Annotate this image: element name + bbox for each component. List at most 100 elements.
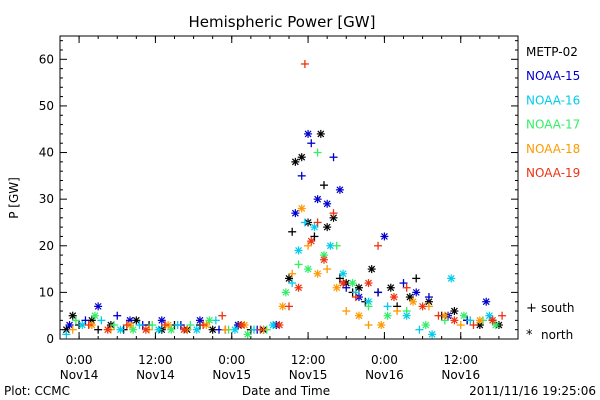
data-point-noaa-17-south xyxy=(332,241,341,250)
data-point-noaa-15-north xyxy=(335,185,344,194)
data-point-noaa-15-south xyxy=(374,288,383,297)
data-point-noaa-15-north xyxy=(291,209,300,218)
data-point-noaa-17-north xyxy=(383,311,392,320)
data-point-metp-02-south xyxy=(319,181,328,190)
data-point-metp-02-north xyxy=(354,283,363,292)
data-point-noaa-19-north xyxy=(418,302,427,311)
data-point-noaa-19-south xyxy=(351,293,360,302)
x-axis-ticks: 0:00Nov1412:00Nov140:00Nov1512:00Nov150:… xyxy=(59,36,519,382)
data-point-noaa-15-south xyxy=(81,316,90,325)
data-point-noaa-19-south xyxy=(160,321,169,330)
data-point-noaa-18-north xyxy=(475,316,484,325)
data-point-noaa-18-south xyxy=(342,307,351,316)
x-tick-label-time: 0:00 xyxy=(218,353,245,367)
data-points xyxy=(62,59,507,339)
data-point-noaa-16-south xyxy=(62,330,71,339)
legend-entry-noaa-15: NOAA-15 xyxy=(526,69,580,83)
data-point-metp-02-north xyxy=(386,283,395,292)
data-point-noaa-17-north xyxy=(459,311,468,320)
data-point-noaa-16-south xyxy=(383,302,392,311)
data-point-noaa-18-north xyxy=(377,321,386,330)
data-point-noaa-16-south xyxy=(173,321,182,330)
data-point-noaa-19-north xyxy=(103,325,112,334)
x-tick-label-time: 12:00 xyxy=(291,353,326,367)
marker-legend-symbol: * xyxy=(526,328,533,343)
data-point-noaa-19-north xyxy=(275,321,284,330)
data-point-noaa-17-north xyxy=(491,321,500,330)
data-point-noaa-19-north xyxy=(180,325,189,334)
data-point-metp-02-north xyxy=(450,307,459,316)
data-point-metp-02-north xyxy=(405,293,414,302)
legend-entry-metp-02: METP-02 xyxy=(526,45,578,59)
data-point-noaa-16-north xyxy=(485,311,494,320)
data-point-noaa-18-north xyxy=(313,269,322,278)
data-point-metp-02-south xyxy=(94,325,103,334)
data-point-noaa-15-north xyxy=(195,316,204,325)
y-tick-label: 20 xyxy=(39,239,54,253)
y-tick-label: 50 xyxy=(39,99,54,113)
data-point-noaa-16-south xyxy=(415,325,424,334)
plot-frame xyxy=(59,35,519,340)
data-point-metp-02-north xyxy=(291,157,300,166)
plot-credit: Plot: CCMC xyxy=(4,384,70,398)
data-point-noaa-19-south xyxy=(122,321,131,330)
data-point-noaa-15-south xyxy=(307,139,316,148)
data-point-noaa-15-south xyxy=(113,311,122,320)
y-tick-label: 40 xyxy=(39,146,54,160)
data-point-noaa-16-north xyxy=(154,325,163,334)
data-point-noaa-19-south xyxy=(374,241,383,250)
x-tick-label-date: Nov14 xyxy=(60,368,99,382)
data-point-noaa-15-south xyxy=(399,279,408,288)
data-point-noaa-16-south xyxy=(466,316,475,325)
y-axis-label: P [GW] xyxy=(7,177,21,219)
data-point-noaa-17-north xyxy=(348,279,357,288)
x-tick-label-time: 0:00 xyxy=(66,353,93,367)
marker-legend-label: south xyxy=(541,301,575,315)
data-point-noaa-15-north xyxy=(304,129,313,138)
x-tick-label-date: Nov15 xyxy=(212,368,251,382)
data-point-noaa-16-north xyxy=(428,330,437,339)
data-point-noaa-19-south xyxy=(329,209,338,218)
data-point-noaa-19-north xyxy=(389,293,398,302)
x-tick-label-date: Nov16 xyxy=(365,368,404,382)
x-tick-label-date: Nov14 xyxy=(136,368,175,382)
data-point-noaa-19-south xyxy=(218,311,227,320)
data-point-noaa-15-north xyxy=(313,195,322,204)
data-point-noaa-17-north xyxy=(243,330,252,339)
data-point-noaa-15-north xyxy=(94,302,103,311)
data-point-metp-02-north xyxy=(316,129,325,138)
data-point-noaa-17-south xyxy=(364,302,373,311)
data-point-noaa-18-north xyxy=(440,311,449,320)
data-point-noaa-19-north xyxy=(141,325,150,334)
data-point-noaa-16-north xyxy=(339,269,348,278)
x-tick-label-date: Nov16 xyxy=(441,368,480,382)
data-point-metp-02-north xyxy=(367,265,376,274)
data-point-noaa-19-north xyxy=(488,316,497,325)
data-point-noaa-18-north xyxy=(297,204,306,213)
marker-legend: + south * north xyxy=(526,301,575,343)
data-point-metp-02-north xyxy=(323,223,332,232)
data-point-noaa-19-south xyxy=(199,321,208,330)
data-point-noaa-16-south xyxy=(288,279,297,288)
plot-timestamp: 2011/11/16 19:25:06 xyxy=(469,384,596,398)
data-point-noaa-17-north xyxy=(90,311,99,320)
data-point-noaa-17-north xyxy=(421,321,430,330)
y-axis-ticks: 0 10 20 30 40 50 60 xyxy=(39,40,518,346)
data-point-noaa-17-north xyxy=(167,325,176,334)
data-point-noaa-18-south xyxy=(221,325,230,334)
data-point-noaa-16-north xyxy=(294,246,303,255)
data-point-noaa-18-north xyxy=(409,297,418,306)
x-tick-label-time: 12:00 xyxy=(138,353,173,367)
data-point-noaa-19-south xyxy=(84,321,93,330)
legend-entry-noaa-16: NOAA-16 xyxy=(526,93,580,107)
data-point-noaa-18-south xyxy=(456,321,465,330)
data-point-noaa-17-north xyxy=(304,265,313,274)
data-point-noaa-19-north xyxy=(339,279,348,288)
data-point-noaa-15-south xyxy=(424,293,433,302)
data-point-noaa-16-north xyxy=(310,223,319,232)
data-point-noaa-16-north xyxy=(78,321,87,330)
data-point-noaa-17-south xyxy=(186,321,195,330)
data-point-noaa-19-south xyxy=(498,311,507,320)
